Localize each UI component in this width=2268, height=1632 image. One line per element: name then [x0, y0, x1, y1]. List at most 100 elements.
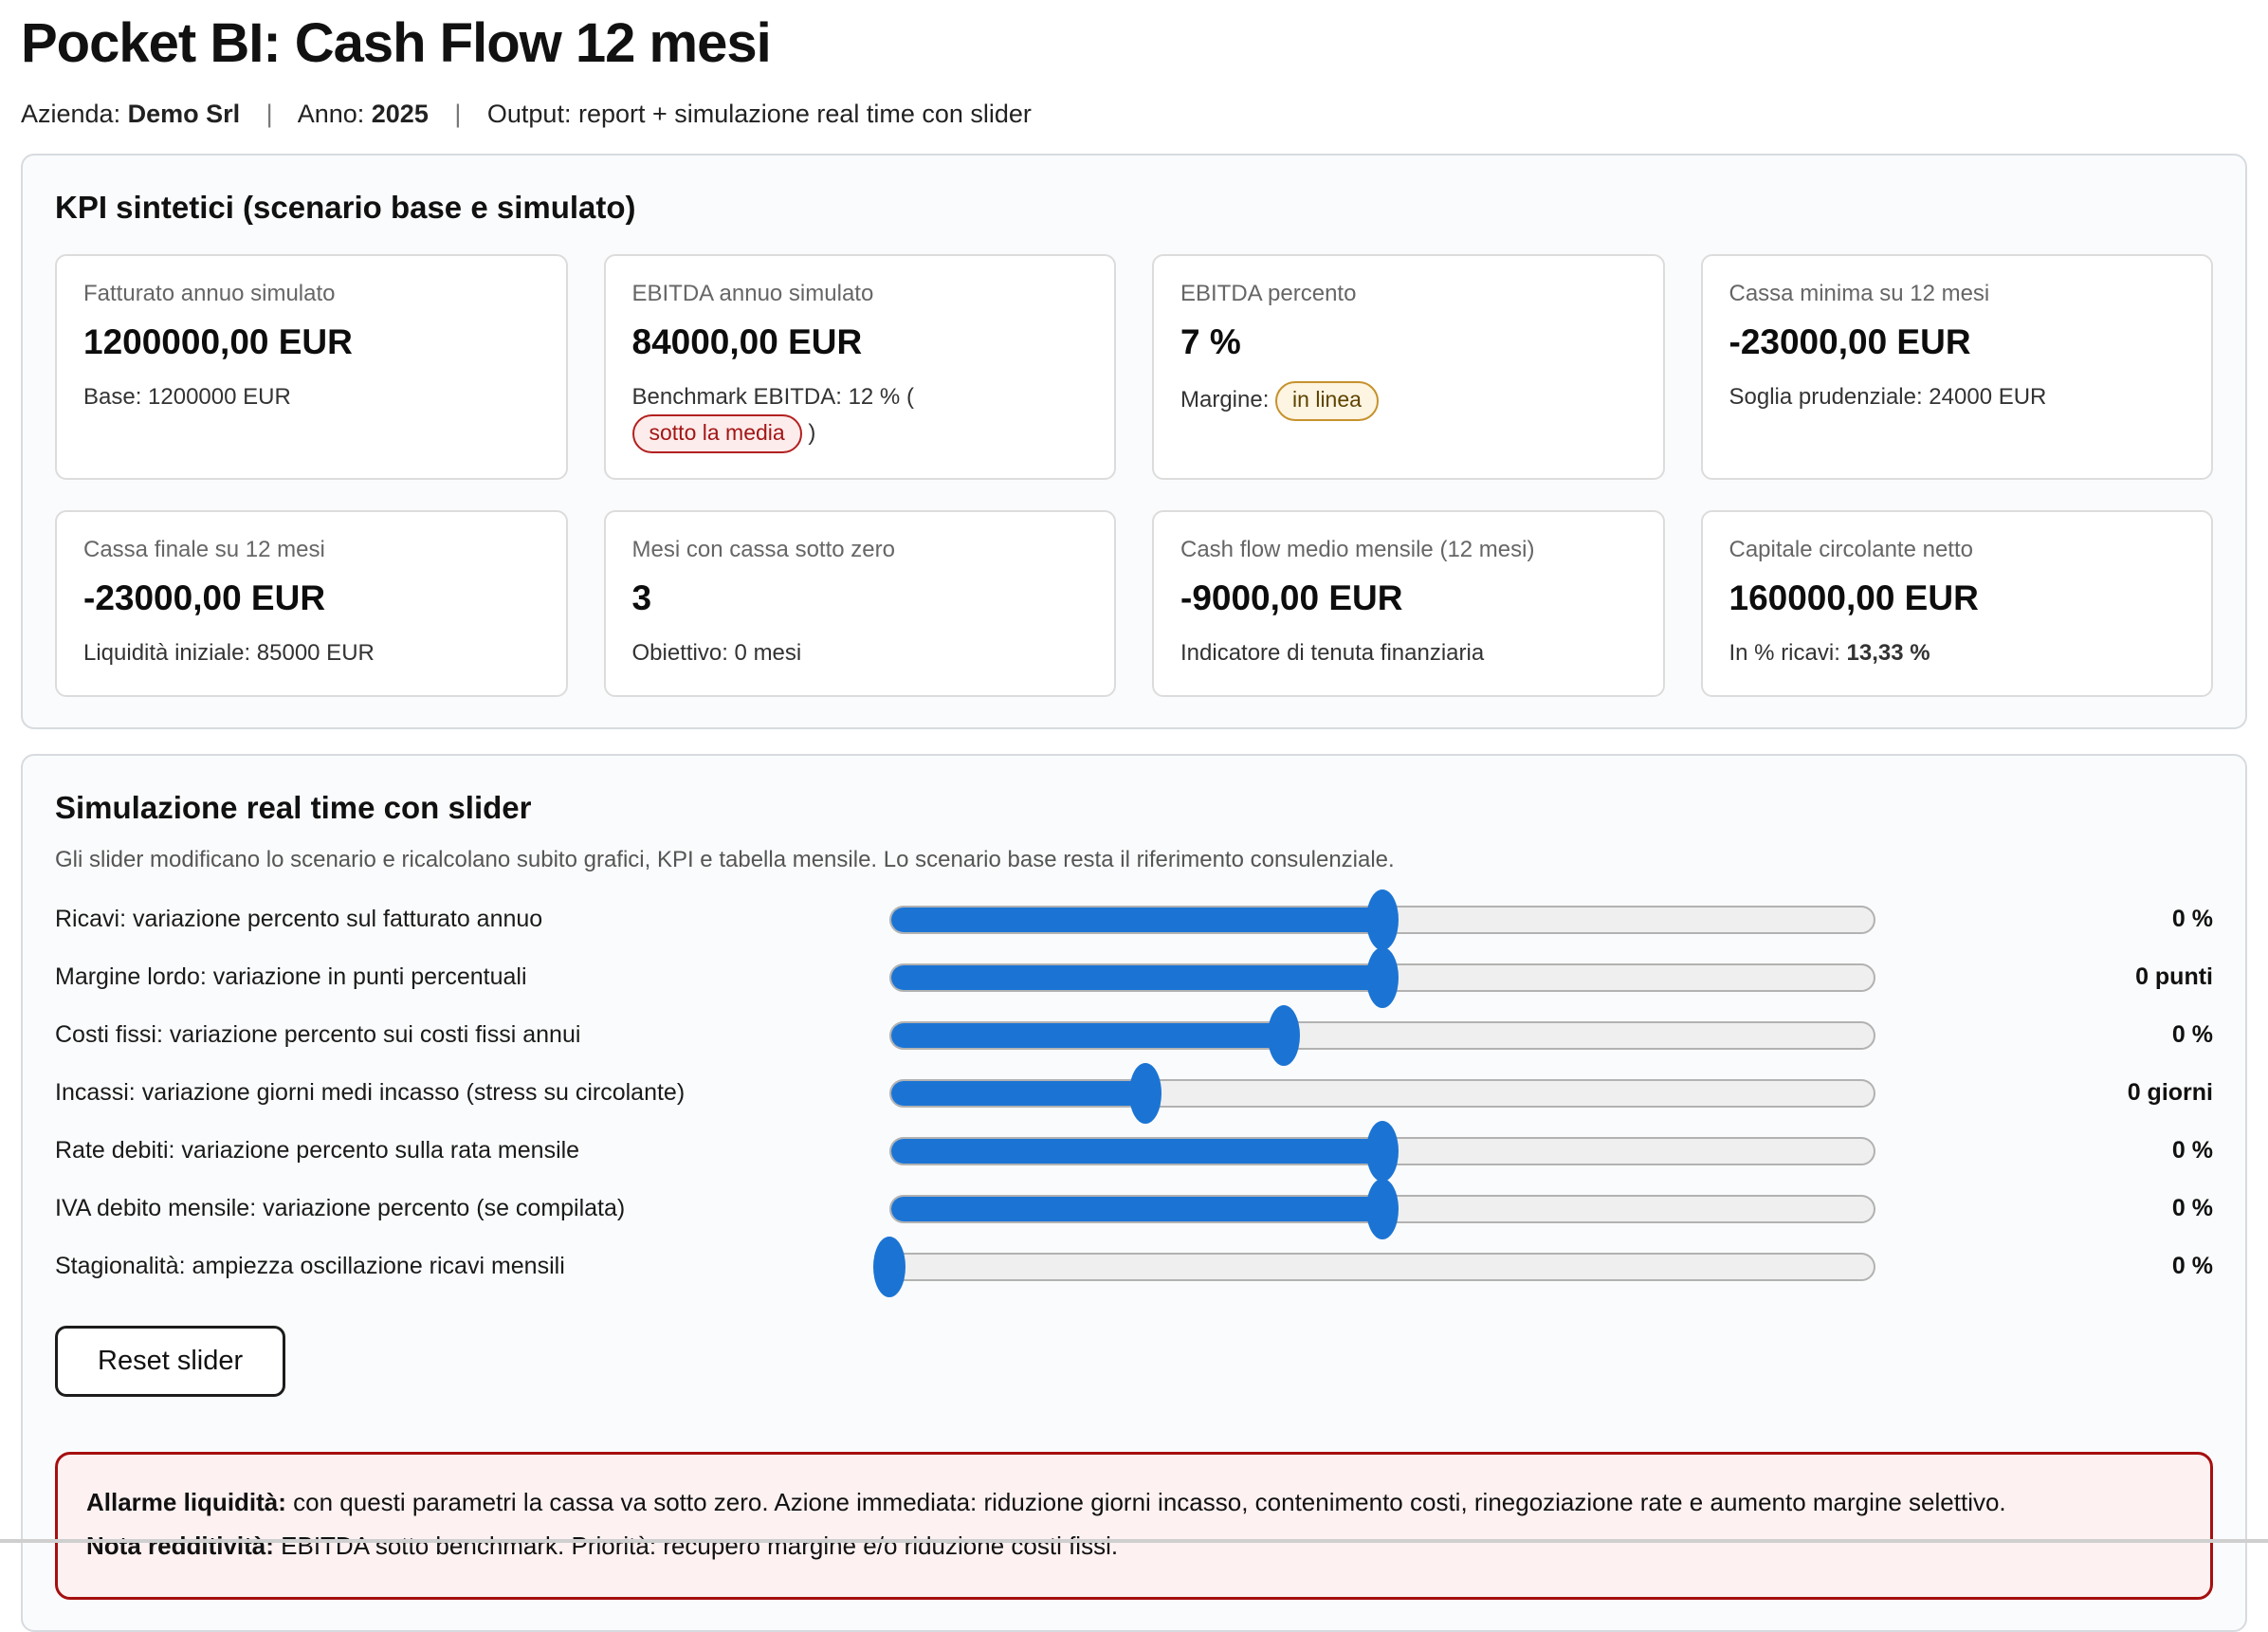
separator: |: [265, 99, 273, 128]
kpi-sub-suffix: ): [808, 419, 816, 446]
reset-slider-button[interactable]: Reset slider: [55, 1326, 286, 1398]
separator: |: [454, 99, 462, 128]
slider-track[interactable]: [889, 1252, 1875, 1281]
slider-track[interactable]: [889, 1078, 1875, 1108]
slider-fill: [891, 1022, 1285, 1048]
kpi-card-fatturato: Fatturato annuo simulato 1200000,00 EUR …: [55, 253, 568, 481]
kpi-label: Cassa finale su 12 mesi: [83, 537, 325, 563]
slider-fill: [891, 1080, 1147, 1106]
kpi-label: Fatturato annuo simulato: [83, 280, 336, 306]
kpi-card-ebitda-percento: EBITDA percento 7 % Margine: in linea: [1152, 253, 1665, 481]
slider-thumb[interactable]: [873, 1236, 905, 1297]
kpi-sub-prefix: In % ricavi:: [1728, 640, 1847, 667]
kpi-value: -9000,00 EUR: [1180, 578, 1403, 618]
kpi-value: -23000,00 EUR: [1728, 321, 1971, 361]
azienda-label: Azienda:: [21, 99, 121, 128]
slider-track[interactable]: [889, 1020, 1875, 1050]
kpi-sub: Margine: in linea: [1180, 380, 1637, 421]
kpi-sub: Indicatore di tenuta finanziaria: [1180, 640, 1485, 667]
kpi-card-cassa-finale: Cassa finale su 12 mesi -23000,00 EUR Li…: [55, 510, 568, 698]
slider-label: Rate debiti: variazione percento sulla r…: [55, 1137, 580, 1164]
kpi-value: 1200000,00 EUR: [83, 321, 353, 361]
kpi-sub: Obiettivo: 0 mesi: [631, 640, 802, 667]
anno-value: 2025: [371, 99, 429, 128]
simulation-description: Gli slider modificano lo scenario e rica…: [55, 847, 1395, 873]
output-label: Output:: [486, 99, 572, 128]
slider-thumb[interactable]: [1366, 946, 1399, 1008]
ricavi-slider[interactable]: [889, 889, 1875, 950]
kpi-sub-prefix: Benchmark EBITDA: 12 % (: [631, 383, 914, 410]
slider-value: 0 %: [2171, 1253, 2213, 1280]
slider-label: Stagionalità: ampiezza oscillazione rica…: [55, 1253, 565, 1280]
liquidity-alert-title: Allarme liquidità:: [86, 1488, 286, 1517]
kpi-label: Mesi con cassa sotto zero: [631, 537, 895, 563]
iva-slider[interactable]: [889, 1178, 1875, 1239]
slider-label: Incassi: variazione giorni medi incasso …: [55, 1079, 686, 1107]
liquidity-alert-box: Allarme liquidità: con questi parametri …: [55, 1452, 2213, 1600]
stagionalita-slider[interactable]: [873, 1236, 1875, 1297]
kpi-sub: In % ricavi: 13,33 %: [1729, 637, 2186, 670]
liquidity-alert-body: con questi parametri la cassa va sotto z…: [285, 1488, 2006, 1517]
kpi-label: Cassa minima su 12 mesi: [1728, 280, 1990, 306]
costi-fissi-slider[interactable]: [889, 1004, 1875, 1066]
slider-fill: [891, 1138, 1382, 1164]
kpi-label: EBITDA annuo simulato: [631, 280, 874, 306]
kpi-card-cassa-minima: Cassa minima su 12 mesi -23000,00 EUR So…: [1700, 253, 2213, 481]
slider-value: 0 %: [2171, 906, 2213, 933]
bottom-divider: [0, 1539, 2268, 1543]
anno-label: Anno:: [297, 99, 365, 128]
kpi-value: -23000,00 EUR: [83, 578, 326, 618]
slider-fill: [891, 1196, 1382, 1221]
kpi-label: Cash flow medio mensile (12 mesi): [1180, 537, 1535, 563]
slider-label: IVA debito mensile: variazione percento …: [55, 1195, 626, 1222]
kpi-card-capitale-circolante: Capitale circolante netto 160000,00 EUR …: [1700, 510, 2213, 698]
kpi-value: 160000,00 EUR: [1728, 578, 1979, 618]
slider-thumb[interactable]: [1366, 1120, 1399, 1182]
status-badge-sotto-la-media: sotto la media: [631, 413, 802, 454]
slider-row-costi-fissi: Costi fissi: variazione percento sui cos…: [55, 1004, 2213, 1066]
kpi-sub-prefix: Margine:: [1180, 386, 1276, 413]
slider-rows: Ricavi: variazione percento sul fatturat…: [55, 889, 2213, 1297]
profitability-note-title: Nota redditività:: [86, 1531, 274, 1560]
slider-row-ricavi: Ricavi: variazione percento sul fatturat…: [55, 889, 2213, 950]
slider-value: 0 %: [2171, 1137, 2213, 1164]
kpi-sub: Benchmark EBITDA: 12 % ( sotto la media …: [631, 381, 1088, 454]
kpi-label: EBITDA percento: [1180, 280, 1357, 306]
kpi-value: 3: [631, 578, 652, 618]
kpi-sub: Liquidità iniziale: 85000 EUR: [83, 640, 375, 667]
slider-thumb[interactable]: [1366, 1178, 1399, 1239]
slider-thumb[interactable]: [1129, 1062, 1162, 1124]
slider-row-margine-lordo: Margine lordo: variazione in punti perce…: [55, 946, 2213, 1008]
simulation-panel: Simulazione real time con slider Gli sli…: [21, 754, 2247, 1632]
simulation-panel-title: Simulazione real time con slider: [55, 790, 532, 826]
kpi-panel-title: KPI sintetici (scenario base e simulato): [55, 189, 636, 225]
page-title: Pocket BI: Cash Flow 12 mesi: [21, 12, 772, 74]
slider-thumb[interactable]: [1366, 889, 1399, 950]
status-badge-in-linea: in linea: [1275, 380, 1379, 421]
rate-debiti-slider[interactable]: [889, 1120, 1875, 1182]
kpi-sub: Soglia prudenziale: 24000 EUR: [1728, 383, 2047, 410]
output-value: report + simulazione real time con slide…: [577, 99, 1032, 128]
slider-row-stagionalita: Stagionalità: ampiezza oscillazione rica…: [55, 1236, 2213, 1297]
kpi-label: Capitale circolante netto: [1728, 537, 1973, 563]
kpi-panel: KPI sintetici (scenario base e simulato)…: [21, 153, 2247, 730]
slider-value: 0 %: [2171, 1195, 2213, 1222]
margine-lordo-slider[interactable]: [889, 946, 1875, 1008]
slider-row-incassi: Incassi: variazione giorni medi incasso …: [55, 1062, 2213, 1124]
kpi-sub: Base: 1200000 EUR: [83, 383, 291, 410]
kpi-card-mesi-sotto-zero: Mesi con cassa sotto zero 3 Obiettivo: 0…: [603, 510, 1116, 698]
kpi-value: 84000,00 EUR: [631, 321, 863, 361]
slider-fill: [891, 907, 1382, 932]
slider-thumb[interactable]: [1268, 1004, 1300, 1066]
azienda-value: Demo Srl: [127, 99, 241, 128]
kpi-sub-bold-value: 13,33 %: [1846, 640, 1930, 667]
incassi-slider[interactable]: [889, 1062, 1875, 1124]
slider-value: 0 %: [2171, 1021, 2213, 1049]
slider-value: 0 giorni: [2127, 1079, 2213, 1107]
slider-label: Margine lordo: variazione in punti perce…: [55, 963, 527, 991]
kpi-grid: Fatturato annuo simulato 1200000,00 EUR …: [55, 253, 2213, 698]
kpi-card-cash-flow-medio: Cash flow medio mensile (12 mesi) -9000,…: [1152, 510, 1665, 698]
slider-row-rate-debiti: Rate debiti: variazione percento sulla r…: [55, 1120, 2213, 1182]
kpi-card-ebitda-annuo: EBITDA annuo simulato 84000,00 EUR Bench…: [603, 253, 1116, 481]
liquidity-alert-text: Allarme liquidità: con questi parametri …: [86, 1487, 2182, 1519]
